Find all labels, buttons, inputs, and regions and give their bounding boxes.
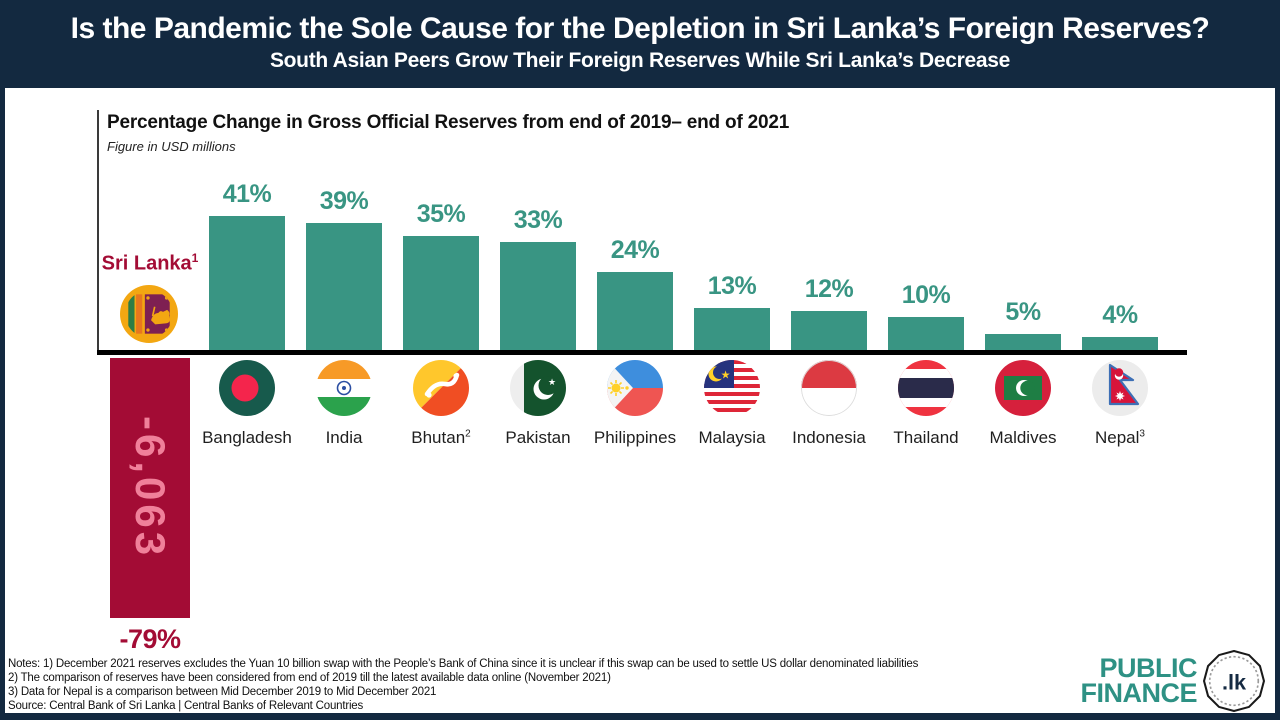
sri-lanka-percent-label: -79% xyxy=(119,624,181,654)
flag-srilanka-icon xyxy=(120,285,178,343)
flag-indonesia-icon xyxy=(801,360,857,416)
logo-badge-text: .lk xyxy=(1222,669,1247,694)
header-banner: Is the Pandemic the Sole Cause for the D… xyxy=(0,0,1280,88)
footnote-line-1: Notes: 1) December 2021 reserves exclude… xyxy=(8,658,919,670)
source-line: Source: Central Bank of Sri Lanka | Cent… xyxy=(8,700,364,712)
country-label-india: India xyxy=(325,428,363,447)
bar-sri-lanka: -6,063 xyxy=(110,358,190,618)
bar-bangladesh xyxy=(209,216,285,350)
main-subtitle: South Asian Peers Grow Their Foreign Res… xyxy=(269,49,1011,72)
country-label-bhutan: Bhutan2 xyxy=(411,428,471,447)
flag-india-icon xyxy=(316,360,372,416)
bar-thailand xyxy=(888,317,964,350)
frame-left xyxy=(0,0,5,720)
footnote-line-3: 3) Data for Nepal is a comparison betwee… xyxy=(8,686,437,698)
country-label-nepal: Nepal3 xyxy=(1095,428,1145,447)
value-label-bangladesh: 41% xyxy=(222,180,272,208)
y-axis-line xyxy=(97,110,99,352)
sri-lanka-usd-change-label: -6,063 xyxy=(127,416,174,560)
value-label-malaysia: 13% xyxy=(707,272,757,300)
footnote-line-2: 2) The comparison of reserves have been … xyxy=(8,672,611,684)
highlight-country-label: Sri Lanka1 xyxy=(101,251,199,275)
flag-maldives-icon xyxy=(995,360,1051,416)
flag-philippines-icon xyxy=(607,360,663,416)
x-axis-line xyxy=(97,350,1187,355)
country-label-bangladesh: Bangladesh xyxy=(202,428,292,447)
bar-indonesia xyxy=(791,311,867,350)
svg-text:★: ★ xyxy=(721,369,731,382)
value-label-bhutan: 35% xyxy=(416,200,466,228)
chart-title: Percentage Change in Gross Official Rese… xyxy=(107,112,790,133)
bar-maldives xyxy=(985,334,1061,350)
footnotes: Notes: 1) December 2021 reserves exclude… xyxy=(8,657,918,713)
lk-coin-icon: .lk xyxy=(1203,650,1265,712)
chart-subtitle: Figure in USD millions xyxy=(107,139,236,154)
country-label-indonesia: Indonesia xyxy=(792,428,866,447)
value-label-indonesia: 12% xyxy=(804,275,854,303)
flag-thailand-icon xyxy=(898,360,954,416)
value-label-pakistan: 33% xyxy=(513,206,563,234)
logo-word-public: PUBLIC xyxy=(1099,653,1198,683)
country-label-malaysia: Malaysia xyxy=(698,428,766,447)
bar-malaysia xyxy=(694,308,770,350)
flag-bhutan-icon xyxy=(413,360,469,416)
value-label-thailand: 10% xyxy=(901,281,951,309)
value-label-nepal: 4% xyxy=(1102,301,1138,329)
country-label-pakistan: Pakistan xyxy=(505,428,571,447)
value-label-india: 39% xyxy=(319,187,369,215)
bar-nepal xyxy=(1082,337,1158,350)
value-label-philippines: 24% xyxy=(610,236,660,264)
flag-bangladesh-icon xyxy=(219,360,275,416)
country-label-philippines: Philippines xyxy=(593,428,677,447)
chart-title-block: Percentage Change in Gross Official Rese… xyxy=(107,112,789,154)
bar-india xyxy=(306,223,382,350)
bar-chart-plot-area: Sri Lanka1 -6,063 -79% 41% Bangladesh 39% Indi… xyxy=(97,110,1189,675)
bar-bhutan xyxy=(403,236,479,350)
logo-wordmark: PUBLIC FINANCE xyxy=(1080,653,1198,708)
frame-bottom xyxy=(0,713,1280,720)
country-label-maldives: Maldives xyxy=(989,428,1057,447)
flag-malaysia-icon: ★ xyxy=(704,360,760,416)
country-label-thailand: Thailand xyxy=(893,428,959,447)
value-label-maldives: 5% xyxy=(1005,298,1041,326)
flag-pakistan-icon: ★ xyxy=(510,360,566,416)
bar-philippines xyxy=(597,272,673,350)
main-title: Is the Pandemic the Sole Cause for the D… xyxy=(70,12,1210,45)
svg-text:★: ★ xyxy=(548,378,556,388)
flag-nepal-icon xyxy=(1092,360,1148,416)
frame-right xyxy=(1275,0,1280,720)
bar-pakistan xyxy=(500,242,576,350)
publicfinance-logo: PUBLIC FINANCE .lk xyxy=(1040,650,1265,712)
logo-word-finance: FINANCE xyxy=(1080,678,1198,708)
